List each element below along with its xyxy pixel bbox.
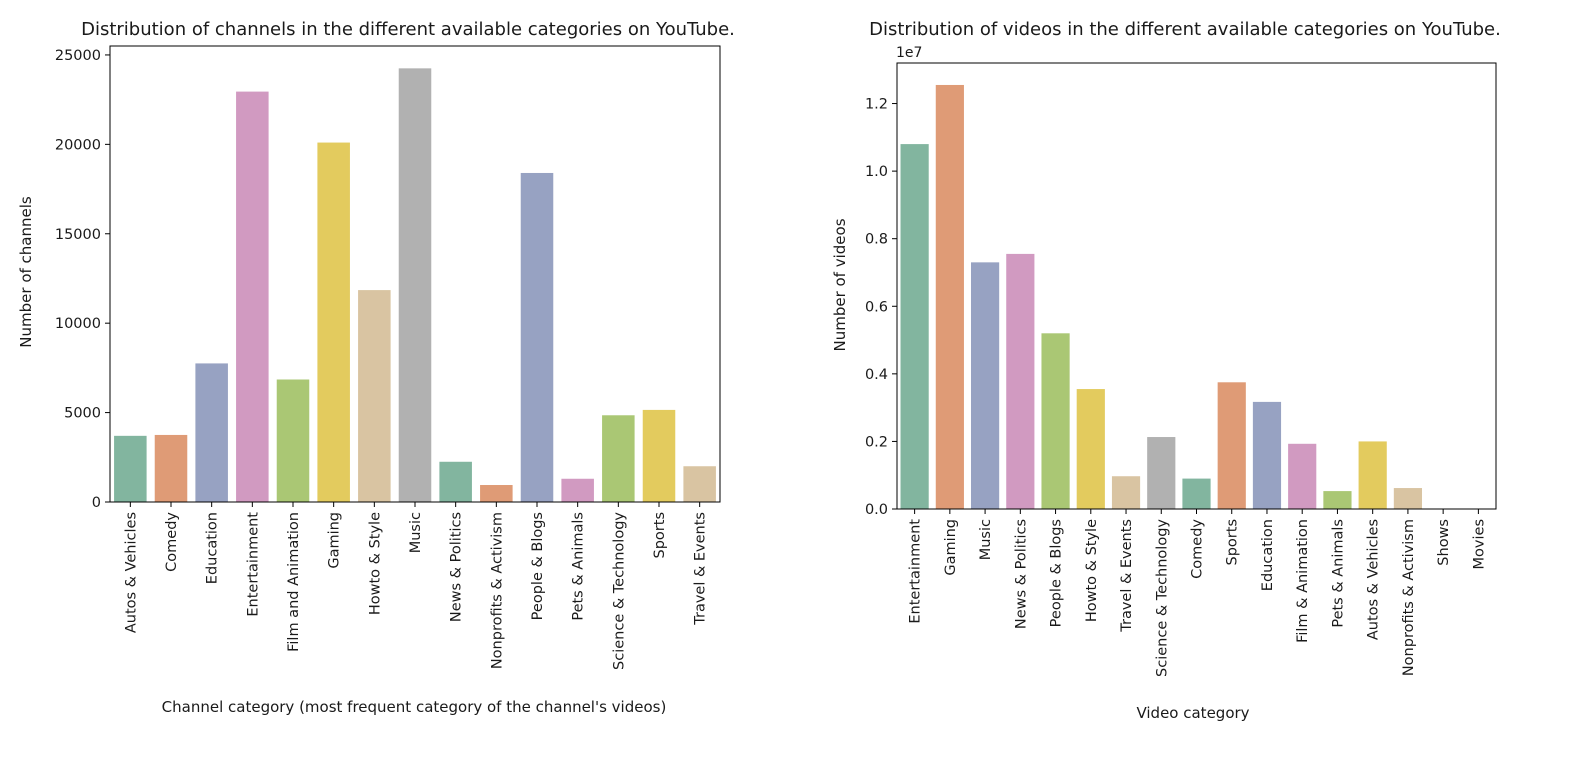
x-tick-label: Travel & Events [1119, 519, 1135, 633]
x-tick-label: Autos & Vehicles [123, 512, 139, 633]
bar-7 [398, 68, 432, 503]
bar-8 [1182, 478, 1211, 509]
y-tick-label: 0 [92, 495, 101, 511]
bar-10 [520, 172, 554, 502]
y-tick-label: 0.6 [865, 299, 888, 315]
bar-9 [480, 485, 513, 502]
x-tick-label: Entertainment [908, 519, 924, 624]
x-axis-ticks: Autos & Vehicles Comedy Education Entertain… [123, 502, 709, 670]
bar-4 [1041, 333, 1070, 509]
x-tick-label: News & Politics [449, 512, 465, 622]
y-axis-label: Number of videos [831, 218, 849, 351]
bar-14 [683, 466, 716, 502]
x-tick-label: News & Politics [1013, 519, 1029, 629]
bar-5 [317, 142, 350, 503]
y-tick-label: 0.8 [865, 232, 888, 248]
chart-title: Distribution of videos in the different … [869, 19, 1501, 40]
bar-3 [236, 91, 269, 502]
y-axis-ticks: 0 5000 10000 15000 20000 25000 [55, 48, 110, 511]
bar-10 [1252, 401, 1282, 509]
x-tick-label: Shows [1436, 519, 1452, 566]
x-tick-label: Film & Animation [1295, 519, 1311, 643]
bar-5 [1076, 389, 1105, 509]
bars-group [900, 84, 1423, 509]
y-tick-label: 15000 [55, 227, 101, 243]
bar-13 [642, 409, 676, 502]
x-tick-label: Comedy [1190, 519, 1206, 579]
bar-11 [1288, 443, 1317, 509]
chart-title: Distribution of channels in the differen… [81, 19, 735, 40]
x-tick-label: People & Blogs [1049, 519, 1065, 627]
bar-13 [1358, 441, 1387, 509]
bar-12 [1323, 491, 1352, 509]
bar-12 [602, 415, 635, 502]
x-tick-label: Science & Technology [611, 512, 627, 670]
bar-7 [1147, 437, 1176, 509]
x-tick-label: People & Blogs [530, 512, 546, 620]
x-axis-label: Channel category (most frequent category… [162, 698, 667, 716]
bar-0 [900, 144, 929, 509]
x-tick-label: Nonprofits & Activism [489, 512, 505, 669]
y-tick-label: 20000 [55, 137, 101, 153]
bar-1 [935, 84, 964, 509]
y-tick-label: 0.0 [865, 502, 888, 518]
x-tick-label: Film and Animation [286, 512, 302, 652]
x-tick-label: Comedy [164, 512, 180, 572]
channels-chart: Distribution of channels in the differen… [17, 19, 735, 716]
y-tick-label: 1.0 [865, 164, 888, 180]
y-axis-label: Number of channels [17, 196, 35, 348]
x-tick-label: Gaming [943, 519, 959, 576]
x-tick-label: Sports [652, 512, 668, 558]
y-tick-label: 1.2 [865, 97, 888, 113]
bar-6 [1111, 476, 1141, 509]
bar-2 [195, 363, 228, 502]
plot-frame [109, 45, 721, 503]
bar-14 [1393, 488, 1423, 509]
bars-group [114, 68, 716, 503]
bar-4 [276, 379, 310, 502]
y-axis-ticks: 0.0 0.2 0.4 0.6 0.8 1.0 1.2 [865, 97, 897, 518]
bar-2 [970, 262, 1000, 509]
bar-9 [1217, 382, 1246, 509]
x-tick-label: Music [408, 512, 424, 553]
x-tick-label: Movies [1471, 519, 1487, 569]
x-tick-label: Education [1260, 519, 1276, 591]
x-tick-label: Entertainment [245, 512, 261, 617]
y-tick-label: 0.2 [865, 434, 888, 450]
x-tick-label: Travel & Events [693, 512, 709, 626]
x-tick-label: Gaming [327, 512, 343, 569]
y-tick-label: 25000 [55, 48, 101, 64]
y-tick-label: 0.4 [865, 367, 888, 383]
bar-11 [561, 478, 594, 502]
y-tick-label: 5000 [64, 406, 101, 422]
videos-chart: Distribution of videos in the different … [831, 19, 1501, 722]
x-tick-label: Music [978, 519, 994, 560]
x-tick-label: Science & Technology [1154, 519, 1170, 677]
y-tick-label: 10000 [55, 316, 101, 332]
plot-frame [896, 62, 1497, 510]
x-tick-label: Nonprofits & Activism [1401, 519, 1417, 676]
bar-6 [358, 290, 391, 502]
x-axis-label: Video category [1136, 704, 1249, 722]
x-tick-label: Pets & Animals [1330, 519, 1346, 628]
x-tick-label: Howto & Style [1084, 519, 1100, 622]
bar-0 [114, 435, 147, 502]
x-tick-label: Sports [1225, 519, 1241, 565]
x-axis-ticks: Entertainment Gaming Music News & Politics P… [908, 509, 1487, 677]
x-tick-label: Howto & Style [367, 512, 383, 615]
bar-3 [1006, 253, 1035, 509]
x-tick-label: Education [205, 512, 221, 584]
x-tick-label: Pets & Animals [571, 512, 587, 621]
bar-1 [154, 434, 188, 502]
y-axis-offset-label: 1e7 [896, 45, 922, 61]
x-tick-label: Autos & Vehicles [1366, 519, 1382, 640]
bar-8 [439, 461, 472, 502]
